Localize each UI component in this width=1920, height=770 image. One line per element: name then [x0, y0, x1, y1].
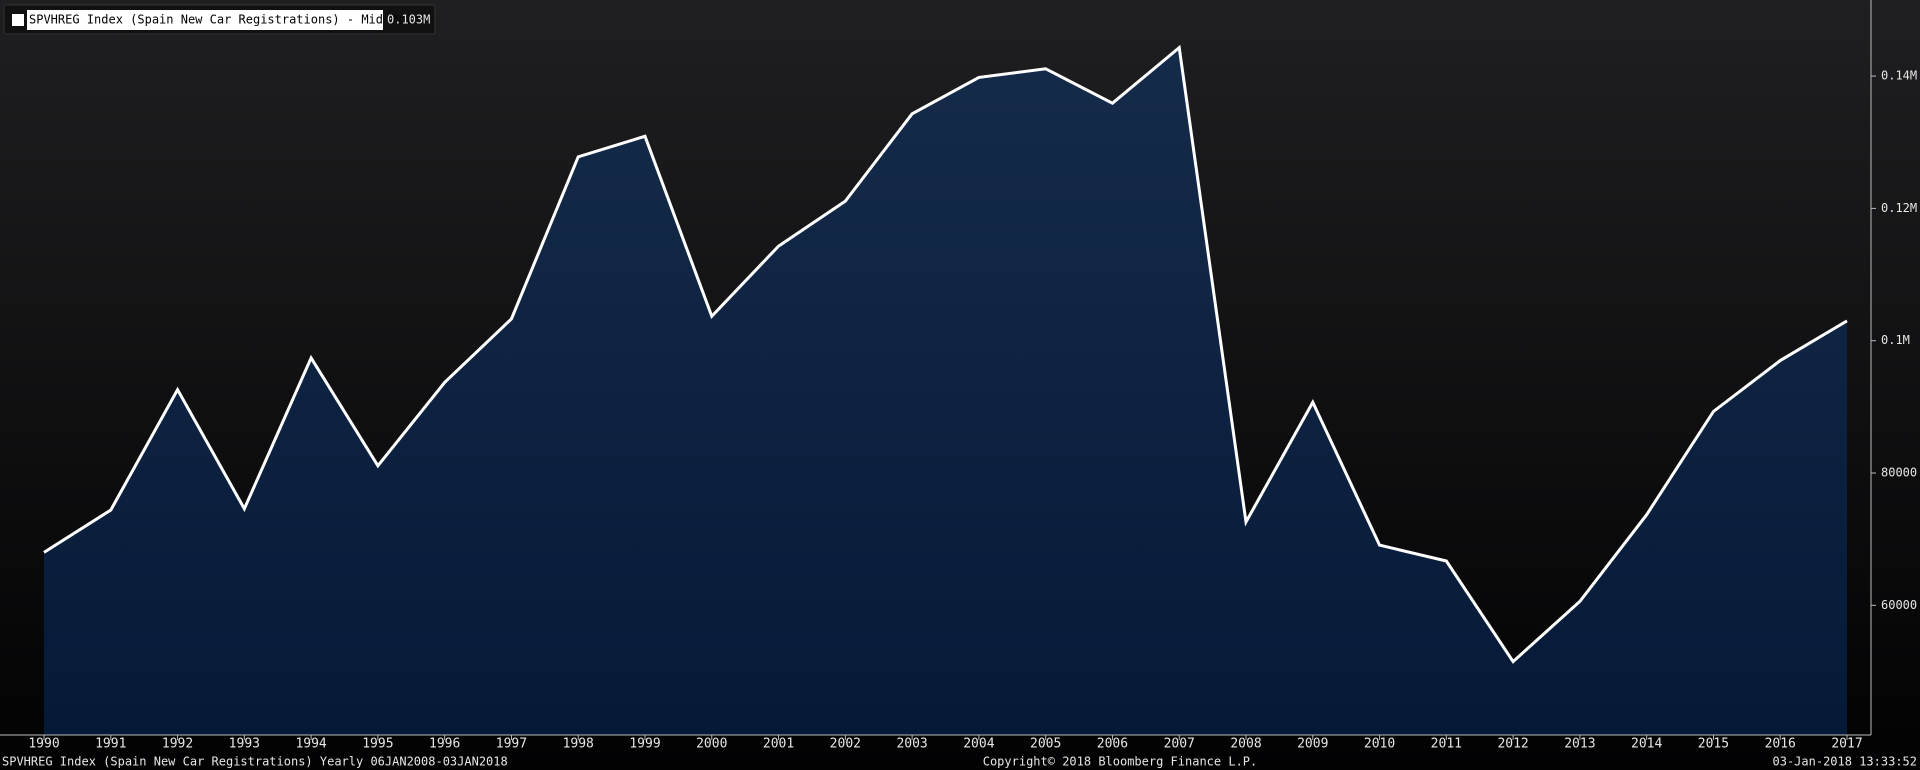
- legend-swatch: [12, 14, 24, 26]
- x-tick-label: 2007: [1164, 737, 1195, 752]
- x-tick-label: 2014: [1631, 737, 1662, 752]
- x-tick-label: 2008: [1230, 737, 1261, 752]
- x-tick-label: 2004: [963, 737, 994, 752]
- legend-value: 0.103M: [387, 13, 430, 27]
- footer-right: 03-Jan-2018 13:33:52: [1773, 755, 1918, 769]
- x-tick-label: 1997: [496, 737, 527, 752]
- x-tick-label: 1999: [629, 737, 660, 752]
- y-tick-label: 0.1M: [1881, 333, 1910, 347]
- legend-highlight: [27, 10, 383, 30]
- x-tick-label: 2000: [696, 737, 727, 752]
- y-tick-label: 60000: [1881, 598, 1917, 612]
- area-fill: [44, 47, 1847, 736]
- x-tick-label: 2009: [1297, 737, 1328, 752]
- y-tick-label: 0.12M: [1881, 201, 1917, 215]
- x-tick-label: 2012: [1497, 737, 1528, 752]
- x-tick-label: 2002: [830, 737, 861, 752]
- x-tick-label: 1998: [563, 737, 594, 752]
- x-tick-label: 2010: [1364, 737, 1395, 752]
- x-tick-label: 2015: [1698, 737, 1729, 752]
- x-tick-label: 2016: [1765, 737, 1796, 752]
- legend-label: SPVHREG Index (Spain New Car Registratio…: [29, 13, 426, 27]
- x-tick-label: 1995: [362, 737, 393, 752]
- x-tick-label: 1993: [229, 737, 260, 752]
- x-tick-label: 2011: [1431, 737, 1462, 752]
- x-tick-label: 2006: [1097, 737, 1128, 752]
- x-tick-label: 2013: [1564, 737, 1595, 752]
- y-tick-label: 80000: [1881, 466, 1917, 480]
- x-tick-label: 2003: [896, 737, 927, 752]
- x-tick-label: 2017: [1831, 737, 1862, 752]
- x-tick-label: 2005: [1030, 737, 1061, 752]
- footer-left: SPVHREG Index (Spain New Car Registratio…: [2, 755, 508, 769]
- x-tick-label: 1990: [28, 737, 59, 752]
- x-tick-label: 1994: [295, 737, 326, 752]
- x-tick-label: 2001: [763, 737, 794, 752]
- x-tick-label: 1996: [429, 737, 460, 752]
- footer-center: Copyright© 2018 Bloomberg Finance L.P.: [983, 755, 1258, 769]
- x-tick-label: 1991: [95, 737, 126, 752]
- x-tick-label: 1992: [162, 737, 193, 752]
- plot: [43, 44, 1848, 736]
- line: [43, 44, 1848, 664]
- y-tick-label: 0.14M: [1881, 69, 1917, 83]
